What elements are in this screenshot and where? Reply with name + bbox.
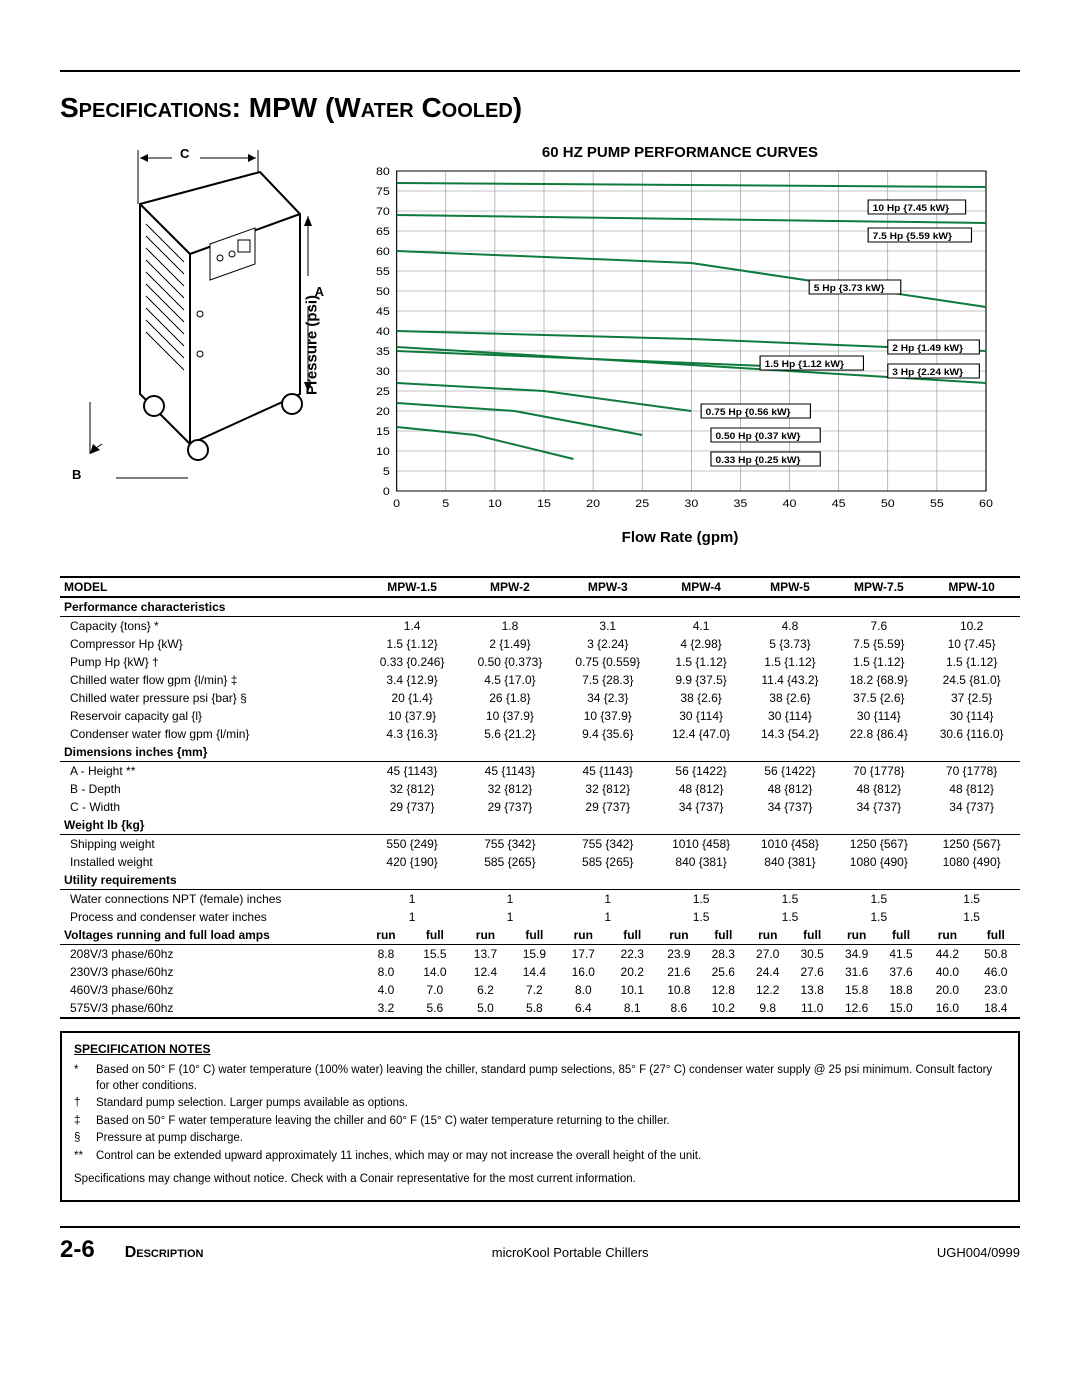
notes-footer: Specifications may change without notice… — [74, 1172, 1006, 1188]
svg-text:30: 30 — [376, 366, 390, 378]
svg-text:2 Hp {1.49 kW}: 2 Hp {1.49 kW} — [892, 344, 963, 354]
svg-text:5 Hp {3.73 kW}: 5 Hp {3.73 kW} — [814, 284, 885, 294]
svg-text:0.50 Hp {0.37 kW}: 0.50 Hp {0.37 kW} — [716, 432, 801, 442]
svg-text:3 Hp {2.24 kW}: 3 Hp {2.24 kW} — [892, 368, 963, 378]
page-title: Specifications: MPW (Water Cooled) — [60, 92, 1020, 124]
chart-area: 60 HZ PUMP PERFORMANCE CURVES Pressure (… — [340, 144, 1020, 546]
footer-rule — [60, 1226, 1020, 1228]
footer-section: Description — [125, 1244, 204, 1262]
svg-text:70: 70 — [376, 206, 390, 218]
note-line: *Based on 50° F (10° C) water temperatur… — [74, 1063, 1006, 1094]
svg-text:30: 30 — [684, 498, 698, 510]
svg-text:75: 75 — [376, 186, 390, 198]
top-rule — [60, 70, 1020, 72]
svg-text:25: 25 — [376, 386, 390, 398]
svg-text:80: 80 — [376, 166, 390, 178]
svg-text:10: 10 — [488, 498, 502, 510]
note-line: †Standard pump selection. Larger pumps a… — [74, 1096, 1006, 1112]
notes-box: SPECIFICATION NOTES *Based on 50° F (10°… — [60, 1031, 1020, 1202]
svg-text:50: 50 — [376, 286, 390, 298]
chart-svg: 0 5 10 15 20 25 30 35 40 45 50 55 60 0 5 10 15 20 25 30 35 40… — [340, 165, 1020, 525]
chart-xlabel: Flow Rate (gpm) — [340, 529, 1020, 546]
note-line: **Control can be extended upward approxi… — [74, 1149, 1006, 1165]
svg-text:5: 5 — [383, 466, 390, 478]
dim-b-label: B — [72, 467, 81, 482]
svg-text:15: 15 — [537, 498, 551, 510]
svg-text:0.75 Hp {0.56 kW}: 0.75 Hp {0.56 kW} — [706, 408, 791, 418]
svg-text:40: 40 — [376, 326, 390, 338]
svg-text:25: 25 — [635, 498, 649, 510]
svg-text:0: 0 — [393, 498, 400, 510]
footer-row: 2-6 Description microKool Portable Chill… — [60, 1236, 1020, 1264]
footer-page: 2-6 — [60, 1236, 95, 1264]
note-line: ‡Based on 50° F water temperature leavin… — [74, 1114, 1006, 1130]
svg-text:60: 60 — [376, 246, 390, 258]
svg-text:10 Hp {7.45 kW}: 10 Hp {7.45 kW} — [873, 204, 950, 214]
chart-title: 60 HZ PUMP PERFORMANCE CURVES — [340, 144, 1020, 161]
svg-text:50: 50 — [881, 498, 895, 510]
svg-text:20: 20 — [376, 406, 390, 418]
chart-ylabel: Pressure (psi) — [304, 295, 321, 395]
svg-text:45: 45 — [832, 498, 846, 510]
svg-text:7.5 Hp {5.59 kW}: 7.5 Hp {5.59 kW} — [873, 232, 953, 242]
svg-text:0.33 Hp {0.25 kW}: 0.33 Hp {0.25 kW} — [716, 456, 801, 466]
dim-c-label: C — [180, 146, 189, 161]
svg-text:55: 55 — [930, 498, 944, 510]
notes-title: SPECIFICATION NOTES — [74, 1041, 1006, 1057]
top-region: C A B — [60, 144, 1020, 546]
footer-product: microKool Portable Chillers — [233, 1245, 906, 1260]
device-svg — [60, 144, 320, 504]
svg-text:35: 35 — [734, 498, 748, 510]
device-drawing: C A B — [60, 144, 320, 504]
svg-text:15: 15 — [376, 426, 390, 438]
svg-text:5: 5 — [442, 498, 449, 510]
svg-text:35: 35 — [376, 346, 390, 358]
svg-text:55: 55 — [376, 266, 390, 278]
svg-text:1.5 Hp {1.12 kW}: 1.5 Hp {1.12 kW} — [765, 360, 845, 370]
spec-table: MODELMPW-1.5MPW-2MPW-3MPW-4MPW-5MPW-7.5M… — [60, 576, 1020, 1019]
svg-text:60: 60 — [979, 498, 993, 510]
svg-text:20: 20 — [586, 498, 600, 510]
svg-text:65: 65 — [376, 226, 390, 238]
svg-text:45: 45 — [376, 306, 390, 318]
note-line: §Pressure at pump discharge. — [74, 1131, 1006, 1147]
svg-text:0: 0 — [383, 486, 390, 498]
svg-text:10: 10 — [376, 446, 390, 458]
footer-docnum: UGH004/0999 — [937, 1245, 1020, 1260]
svg-text:40: 40 — [783, 498, 797, 510]
